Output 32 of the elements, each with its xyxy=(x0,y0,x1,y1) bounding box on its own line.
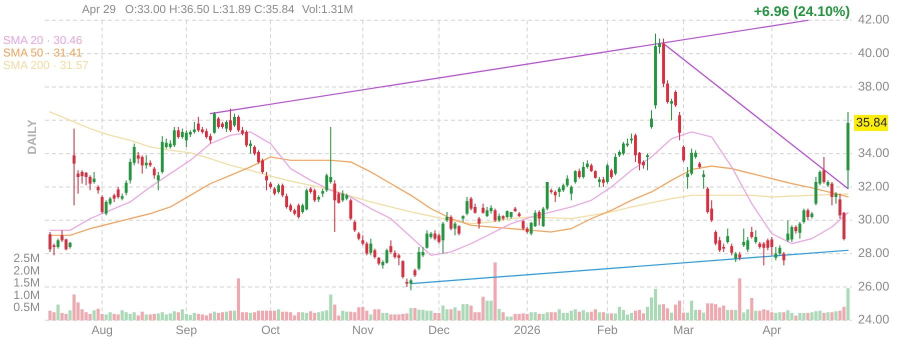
y-tick-label: 40.00 xyxy=(858,46,890,60)
x-tick-label: Aug xyxy=(91,323,113,337)
text: SMA 50 · 31.41 xyxy=(3,48,82,60)
x-tick-label: Apr xyxy=(762,323,782,337)
x-tick-label: 2026 xyxy=(514,323,541,337)
y-tick-label: 42.00 xyxy=(858,12,890,27)
annotation: 35.84 xyxy=(856,115,888,130)
y-tick-label: 30.00 xyxy=(858,212,890,227)
y2-tick-label: 1.5M xyxy=(13,276,40,290)
y-tick-label: 26.00 xyxy=(858,279,890,294)
x-tick-label: Nov xyxy=(352,323,374,337)
text: DAILY xyxy=(25,120,39,154)
text: Apr 29 xyxy=(82,4,116,16)
text: O:33.00 H:36.50 L:31.89 C:35.84 xyxy=(125,4,296,16)
y-tick-label: 32.00 xyxy=(858,179,890,194)
y2-tick-label: 2.5M xyxy=(13,251,40,266)
x-tick-label: Feb xyxy=(597,323,618,337)
y2-tick-label: 0.5M xyxy=(13,300,40,314)
y2-tick-label: 2.0M xyxy=(13,263,40,278)
y-tick-label: 34.00 xyxy=(858,146,890,160)
y-tick-label: 24.00 xyxy=(858,312,890,327)
text: SMA 20 · 30.46 xyxy=(3,35,82,47)
text: +6.96 (24.10%) xyxy=(754,3,850,19)
x-tick-label: Sep xyxy=(176,323,198,337)
text: Vol:1.31M xyxy=(302,4,354,16)
x-tick-label: Mar xyxy=(673,323,694,337)
text: SMA 200 · 31.57 xyxy=(3,60,89,72)
y2-tick-label: 1.0M xyxy=(13,288,40,302)
y-tick-label: 28.00 xyxy=(858,246,890,260)
y-tick-label: 38.00 xyxy=(858,79,890,94)
x-tick-label: Dec xyxy=(428,323,450,337)
x-tick-label: Oct xyxy=(261,323,281,337)
